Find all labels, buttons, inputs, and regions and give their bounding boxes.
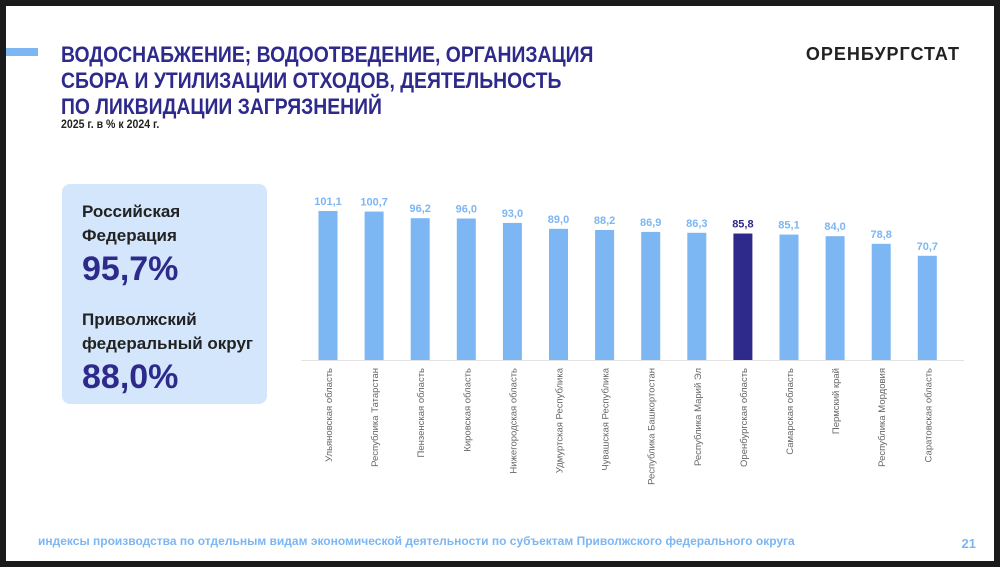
category-label: Республика Марий Эл: [693, 368, 704, 466]
data-label: 70,7: [917, 241, 938, 253]
category-label: Кировская область: [462, 368, 473, 452]
bar: [871, 243, 891, 360]
bar: [595, 229, 615, 360]
bar: [641, 231, 661, 360]
category-label: Оренбургская область: [739, 368, 750, 467]
data-label: 78,8: [870, 229, 891, 241]
bar: [456, 218, 476, 360]
category-label: Нижегородская область: [508, 368, 519, 474]
subtitle: 2025 г. в % к 2024 г.: [61, 117, 160, 131]
data-label: 89,0: [548, 214, 569, 226]
page-title: ВОДОСНАБЖЕНИЕ; ВОДООТВЕДЕНИЕ, ОРГАНИЗАЦИ…: [61, 42, 593, 120]
category-label: Самарская область: [785, 368, 796, 455]
rf-value: 95,7%: [82, 250, 179, 288]
category-label: Республика Татарстан: [370, 368, 381, 467]
data-label: 86,3: [686, 218, 707, 230]
data-label: 85,8: [732, 219, 753, 231]
bar: [779, 234, 799, 360]
bar: [364, 211, 384, 360]
category-label: Саратовская область: [923, 368, 934, 462]
category-label: Пермский край: [831, 368, 842, 434]
bar: [733, 233, 753, 360]
data-label: 96,2: [409, 203, 430, 215]
footer-note: индексы производства по отдельным видам …: [38, 534, 795, 548]
category-label: Ульяновская область: [324, 368, 335, 462]
bar: [825, 236, 845, 360]
summary-panel: Российская Федерация 95,7% Приволжский фед…: [62, 184, 267, 404]
data-label: 88,2: [594, 215, 615, 227]
bar: [410, 218, 430, 360]
data-label: 101,1: [314, 196, 342, 208]
data-label: 93,0: [502, 208, 523, 220]
pfo-value: 88,0%: [82, 358, 179, 396]
data-label: 84,0: [824, 221, 845, 233]
category-label: Республика Мордовия: [877, 368, 888, 467]
bar-chart: 101,1 Ульяновская область 100,7 Республика …: [301, 196, 964, 485]
bar: [687, 232, 707, 360]
category-label: Республика Башкортостан: [647, 368, 658, 485]
category-label: Пензенская область: [416, 368, 427, 458]
slide: ВОДОСНАБЖЕНИЕ; ВОДООТВЕДЕНИЕ, ОРГАНИЗАЦИ…: [6, 6, 994, 561]
bar: [549, 228, 568, 360]
category-label: Чувашская Республика: [601, 367, 612, 470]
bar: [502, 222, 522, 360]
title-line: СБОРА И УТИЛИЗАЦИИ ОТХОДОВ, ДЕЯТЕЛЬНОСТЬ: [61, 68, 562, 93]
data-label: 86,9: [640, 217, 661, 229]
title-line: ПО ЛИКВИДАЦИИ ЗАГРЯЗНЕНИЙ: [61, 94, 382, 119]
data-label: 96,0: [456, 203, 477, 215]
data-label: 85,1: [778, 220, 799, 232]
rf-label: Российская Федерация: [82, 202, 181, 245]
title-line: ВОДОСНАБЖЕНИЕ; ВОДООТВЕДЕНИЕ, ОРГАНИЗАЦИ…: [61, 42, 594, 67]
data-label: 100,7: [360, 197, 388, 209]
bar: [917, 255, 937, 360]
page-number: 21: [961, 536, 976, 551]
pfo-label: Приволжский федеральный округ: [82, 310, 253, 353]
brand-logo: ОРЕНБУРГСТАТ: [805, 44, 960, 64]
accent-bar: [6, 48, 38, 56]
category-label: Удмуртская Республика: [555, 367, 566, 473]
bar: [318, 210, 338, 360]
